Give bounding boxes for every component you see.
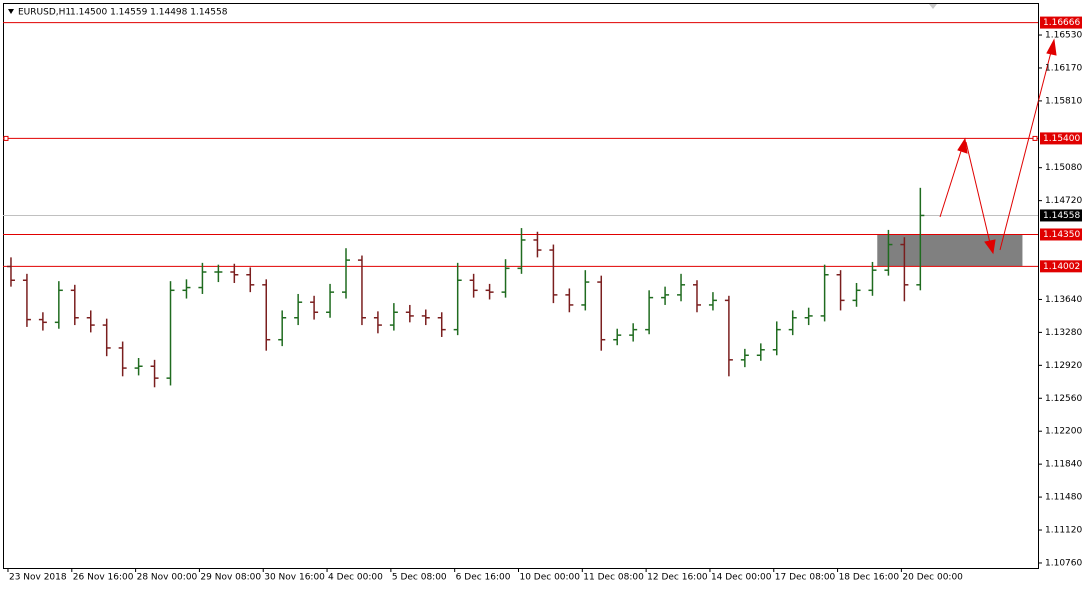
shift-marker: [929, 4, 937, 9]
last-price-label: 1.14558: [1043, 211, 1080, 221]
arrow-head: [957, 137, 968, 154]
x-tick-label: 6 Dec 16:00: [456, 573, 511, 583]
y-tick-label: 1.11480: [1045, 493, 1082, 503]
x-tick-label: 18 Dec 16:00: [839, 573, 900, 583]
level-label-box: [1040, 132, 1082, 145]
x-tick-label: 23 Nov 2018: [9, 573, 67, 583]
y-tick-label: 1.11120: [1045, 526, 1082, 536]
y-tick-label: 1.16170: [1045, 63, 1082, 73]
level-handle: [1032, 135, 1038, 141]
level-label-box: [1040, 260, 1082, 273]
plot-frame: [3, 3, 1039, 569]
y-tick-label: 1.16530: [1045, 31, 1082, 41]
x-tick-label: 12 Dec 16:00: [647, 573, 708, 583]
x-tick-label: 11 Dec 08:00: [583, 573, 644, 583]
x-tick-label: 10 Dec 00:00: [519, 573, 580, 583]
arrow: [999, 51, 1052, 251]
x-tick-label: 29 Nov 08:00: [200, 573, 261, 583]
x-tick-label: 30 Nov 16:00: [264, 573, 325, 583]
chart-title: EURUSD,H1: [18, 8, 71, 18]
arrow: [965, 141, 991, 244]
x-tick-label: 14 Dec 00:00: [711, 573, 772, 583]
x-tick-label: 4 Dec 00:00: [328, 573, 383, 583]
y-tick-label: 1.15080: [1045, 163, 1082, 173]
arrow-head: [984, 239, 996, 255]
arrow: [939, 147, 963, 218]
last-price-box: [1040, 209, 1082, 222]
zone: [877, 234, 1023, 267]
y-tick-label: 1.12200: [1045, 427, 1082, 437]
y-tick-label: 1.12560: [1045, 394, 1082, 404]
level-handle: [3, 135, 9, 141]
level-label: 1.14350: [1043, 230, 1080, 240]
y-tick-label: 1.13280: [1045, 328, 1082, 338]
level-label: 1.15400: [1043, 134, 1080, 144]
arrows: [939, 38, 1057, 255]
x-tick-label: 17 Dec 08:00: [775, 573, 836, 583]
y-tick-label: 1.14720: [1045, 196, 1082, 206]
y-tick-label: 1.12920: [1045, 361, 1082, 371]
level-label: 1.14002: [1043, 262, 1080, 272]
y-tick-label: 1.15810: [1045, 96, 1082, 106]
chart-subtitle: 1.14500 1.14559 1.14498 1.14558: [70, 8, 228, 18]
x-tick-label: 5 Dec 08:00: [392, 573, 447, 583]
level-label-box: [1040, 228, 1082, 241]
y-tick-label: 1.11840: [1045, 460, 1082, 470]
x-tick-label: 20 Dec 00:00: [902, 573, 963, 583]
y-tick-label: 1.10760: [1045, 558, 1082, 568]
x-tick-label: 28 Nov 00:00: [137, 573, 198, 583]
level-label-box: [1040, 16, 1082, 29]
y-tick-label: 1.13640: [1045, 295, 1082, 305]
level-label: 1.16666: [1043, 18, 1080, 28]
x-tick-label: 26 Nov 16:00: [73, 573, 134, 583]
arrow-head: [1046, 38, 1057, 56]
menu-arrow: [8, 9, 14, 14]
